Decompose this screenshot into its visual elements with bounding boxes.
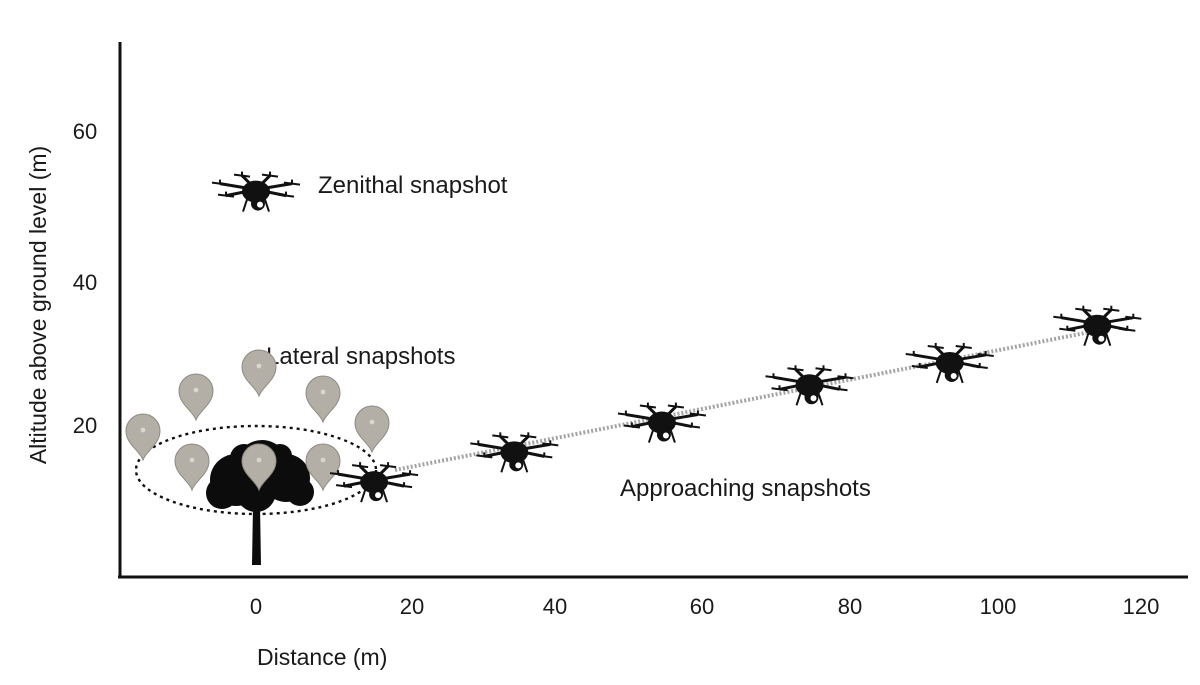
- drone-icon: [765, 365, 854, 406]
- drone-icon: [211, 171, 301, 212]
- location-marker-icon: [241, 349, 277, 398]
- drone-icon: [905, 342, 994, 384]
- location-marker-icon: [354, 405, 390, 454]
- y-tick-60: 60: [73, 119, 97, 144]
- location-marker-icon: [174, 443, 210, 492]
- y-tick-40: 40: [73, 270, 97, 295]
- location-marker-icon: [125, 413, 161, 462]
- x-tick-120: 120: [1123, 594, 1160, 619]
- drone-icon: [617, 402, 707, 443]
- y-tick-20: 20: [73, 413, 97, 438]
- location-marker-icon: [305, 443, 341, 492]
- drone-layer: [211, 171, 1142, 503]
- x-tick-40: 40: [543, 594, 567, 619]
- drone-icon: [470, 432, 559, 473]
- approaching-snapshots-label: Approaching snapshots: [620, 475, 871, 502]
- x-tick-100: 100: [980, 594, 1017, 619]
- x-axis-title: Distance (m): [257, 644, 387, 670]
- drone-icon: [329, 462, 419, 503]
- x-tick-20: 20: [400, 594, 424, 619]
- x-tick-0: 0: [250, 594, 262, 619]
- location-marker-icon: [241, 443, 277, 492]
- lateral-snapshots-label: Lateral snapshots: [266, 343, 455, 370]
- lateral-markers: [125, 349, 390, 492]
- location-marker-icon: [178, 373, 214, 422]
- y-axis-title: Altitude above ground level (m): [25, 146, 51, 464]
- x-tick-60: 60: [690, 594, 714, 619]
- x-tick-80: 80: [838, 594, 862, 619]
- zenithal-snapshot-label: Zenithal snapshot: [318, 172, 508, 199]
- location-marker-icon: [305, 375, 341, 424]
- tree-icon: [206, 440, 314, 565]
- drone-icon: [1053, 305, 1142, 347]
